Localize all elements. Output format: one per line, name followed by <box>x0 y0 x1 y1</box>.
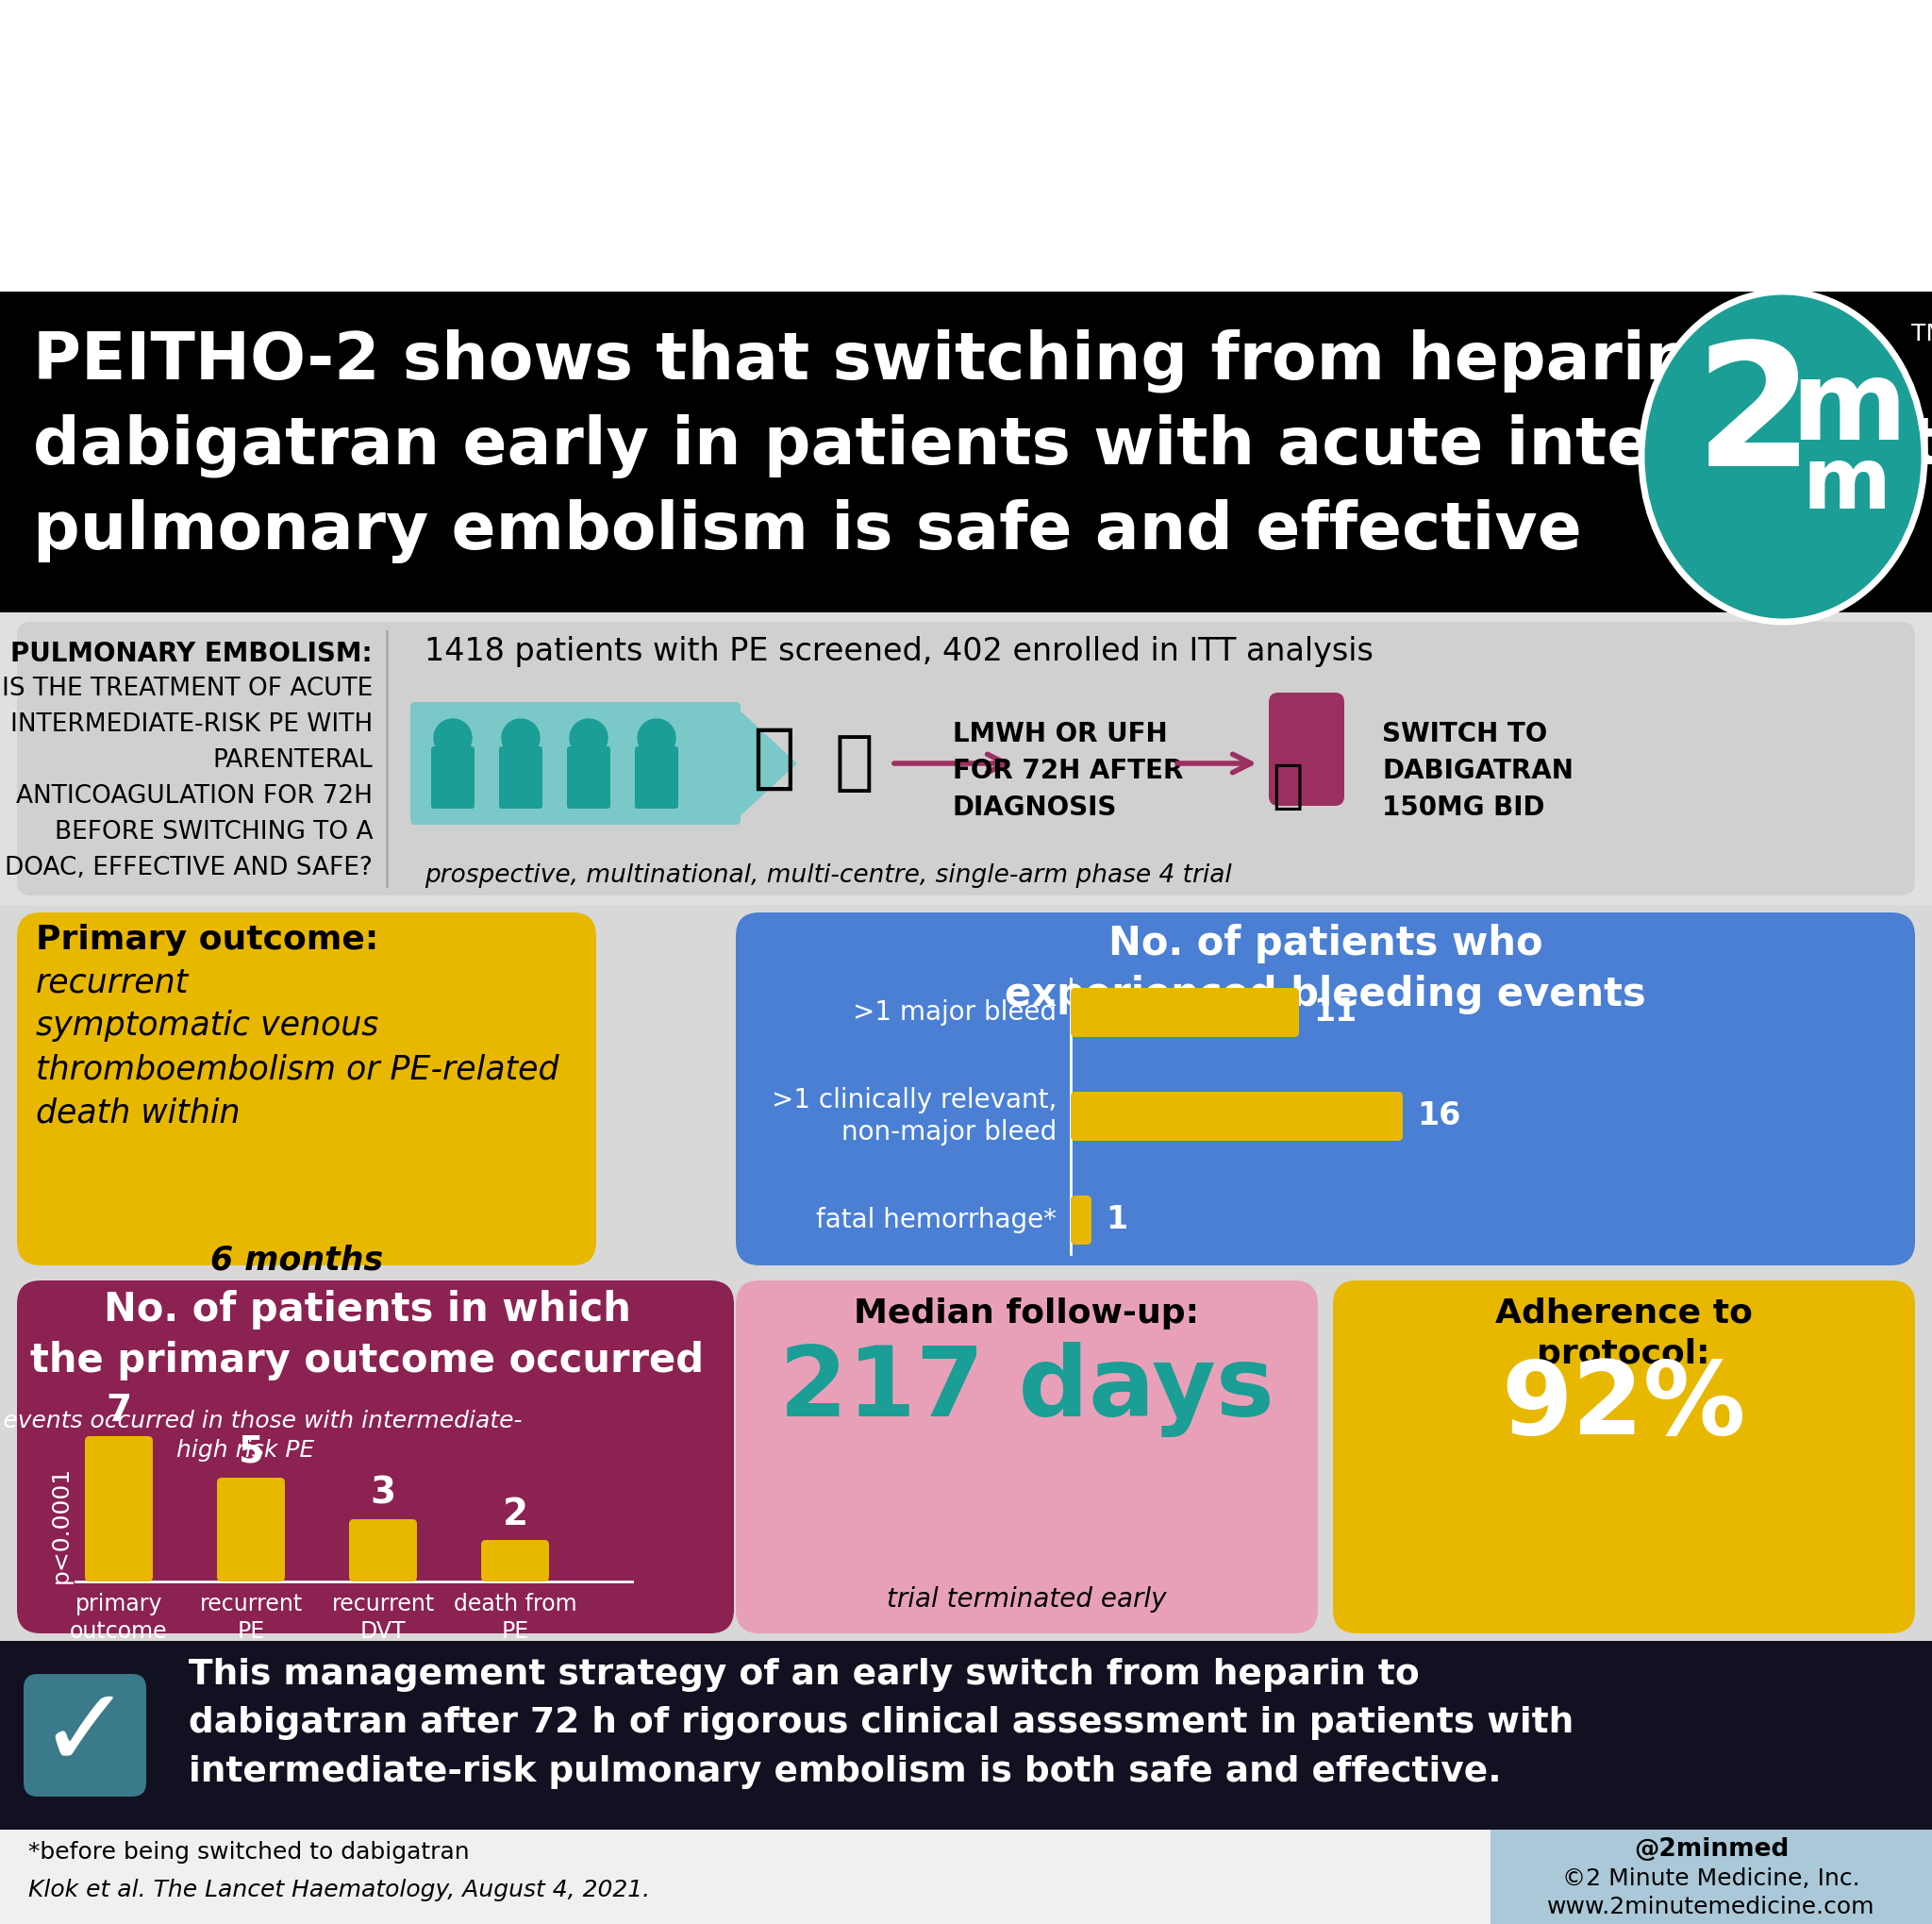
Text: 7: 7 <box>106 1393 131 1430</box>
FancyBboxPatch shape <box>1490 1830 1932 1924</box>
Text: pulmonary embolism is safe and effective: pulmonary embolism is safe and effective <box>33 498 1582 564</box>
Text: p<0.0001: p<0.0001 <box>50 1466 73 1583</box>
Text: recurrent
PE: recurrent PE <box>199 1593 303 1643</box>
Text: No. of patients in which
the primary outcome occurred: No. of patients in which the primary out… <box>31 1289 703 1380</box>
Text: Adherence to
protocol:: Adherence to protocol: <box>1495 1297 1752 1370</box>
Text: 💉: 💉 <box>835 731 873 795</box>
FancyBboxPatch shape <box>481 1539 549 1582</box>
Text: PEITHO-2 shows that switching from heparin to: PEITHO-2 shows that switching from hepar… <box>33 329 1791 392</box>
Text: 3: 3 <box>371 1476 396 1512</box>
Text: TM: TM <box>1913 323 1932 344</box>
Text: 💊: 💊 <box>1271 762 1304 812</box>
Text: prospective, multinational, multi-centre, single-arm phase 4 trial: prospective, multinational, multi-centre… <box>425 864 1233 889</box>
FancyArrowPatch shape <box>895 754 1007 773</box>
Text: LMWH OR UFH
FOR 72H AFTER
DIAGNOSIS: LMWH OR UFH FOR 72H AFTER DIAGNOSIS <box>952 722 1182 822</box>
Text: m: m <box>1803 444 1891 527</box>
FancyBboxPatch shape <box>566 747 611 808</box>
Text: 🏃: 🏃 <box>752 723 796 793</box>
Text: recurrent
symptomatic venous
thromboembolism or PE-related
death within: recurrent symptomatic venous thromboembo… <box>37 966 558 1129</box>
FancyBboxPatch shape <box>0 1830 1932 1924</box>
FancyBboxPatch shape <box>1070 1195 1092 1245</box>
FancyBboxPatch shape <box>0 612 1932 1641</box>
Text: m: m <box>1791 356 1907 464</box>
Text: 1418 patients with PE screened, 402 enrolled in ITT analysis: 1418 patients with PE screened, 402 enro… <box>425 637 1374 668</box>
FancyBboxPatch shape <box>0 0 1932 8</box>
FancyBboxPatch shape <box>1070 1091 1403 1141</box>
Text: Median follow-up:: Median follow-up: <box>854 1297 1200 1329</box>
FancyBboxPatch shape <box>17 621 1915 895</box>
Text: www.2minutemedicine.com: www.2minutemedicine.com <box>1548 1895 1876 1918</box>
FancyBboxPatch shape <box>431 747 475 808</box>
Circle shape <box>638 720 676 756</box>
Circle shape <box>435 720 471 756</box>
Text: 5: 5 <box>238 1433 263 1470</box>
FancyBboxPatch shape <box>1070 987 1298 1037</box>
Text: 2: 2 <box>1696 337 1814 502</box>
Text: This management strategy of an early switch from heparin to
dabigatran after 72 : This management strategy of an early swi… <box>189 1658 1575 1789</box>
Text: 1: 1 <box>1105 1204 1128 1235</box>
Text: 11: 11 <box>1314 997 1356 1027</box>
FancyBboxPatch shape <box>17 912 597 1266</box>
Text: ANTICOAGULATION FOR 72H: ANTICOAGULATION FOR 72H <box>15 785 373 808</box>
Text: 2: 2 <box>502 1497 527 1532</box>
Text: ©2 Minute Medicine, Inc.: ©2 Minute Medicine, Inc. <box>1563 1868 1861 1889</box>
Text: 217 days: 217 days <box>779 1341 1273 1437</box>
Text: 92%: 92% <box>1501 1356 1747 1456</box>
Text: Primary outcome:: Primary outcome: <box>37 924 390 956</box>
Text: all events occurred in those with intermediate-
high risk PE: all events occurred in those with interm… <box>0 1410 522 1462</box>
Polygon shape <box>736 706 798 820</box>
FancyBboxPatch shape <box>636 747 678 808</box>
FancyBboxPatch shape <box>736 912 1915 1266</box>
FancyBboxPatch shape <box>17 1281 734 1633</box>
FancyBboxPatch shape <box>736 1281 1318 1633</box>
Text: @2minmed: @2minmed <box>1634 1837 1789 1862</box>
Text: trial terminated early: trial terminated early <box>887 1585 1167 1612</box>
Text: recurrent
DVT: recurrent DVT <box>332 1593 435 1643</box>
Ellipse shape <box>1642 292 1924 621</box>
Text: >1 major bleed: >1 major bleed <box>852 999 1057 1025</box>
FancyBboxPatch shape <box>85 1435 153 1582</box>
Text: death from
PE: death from PE <box>454 1593 576 1643</box>
Text: PARENTERAL: PARENTERAL <box>213 748 373 773</box>
Text: Klok et al. The Lancet Haematology, August 4, 2021.: Klok et al. The Lancet Haematology, Augu… <box>29 1878 649 1901</box>
FancyBboxPatch shape <box>0 1641 1932 1830</box>
Text: 16: 16 <box>1416 1101 1461 1131</box>
Circle shape <box>502 720 539 756</box>
FancyBboxPatch shape <box>1333 1281 1915 1633</box>
Text: SWITCH TO
DABIGATRAN
150MG BID: SWITCH TO DABIGATRAN 150MG BID <box>1381 722 1573 822</box>
FancyBboxPatch shape <box>216 1478 284 1582</box>
Text: 6 months: 6 months <box>211 1245 383 1278</box>
Text: ✓: ✓ <box>39 1682 131 1789</box>
FancyBboxPatch shape <box>410 702 740 825</box>
FancyBboxPatch shape <box>0 612 1932 904</box>
Text: IS THE TREATMENT OF ACUTE: IS THE TREATMENT OF ACUTE <box>2 677 373 700</box>
Circle shape <box>570 720 607 756</box>
Text: DOAC, EFFECTIVE AND SAFE?: DOAC, EFFECTIVE AND SAFE? <box>6 856 373 881</box>
Text: *before being switched to dabigatran: *before being switched to dabigatran <box>29 1841 469 1864</box>
Text: dabigatran early in patients with acute intermediate-risk: dabigatran early in patients with acute … <box>33 414 1932 479</box>
Text: >1 clinically relevant,
non-major bleed: >1 clinically relevant, non-major bleed <box>771 1087 1057 1147</box>
FancyArrowPatch shape <box>1177 754 1250 773</box>
Text: fatal hemorrhage*: fatal hemorrhage* <box>815 1206 1057 1233</box>
Text: BEFORE SWITCHING TO A: BEFORE SWITCHING TO A <box>54 820 373 845</box>
Text: primary
outcome: primary outcome <box>70 1593 168 1643</box>
Text: No. of patients who
experienced bleeding events: No. of patients who experienced bleeding… <box>1005 924 1646 1014</box>
FancyBboxPatch shape <box>23 1674 147 1797</box>
FancyBboxPatch shape <box>0 292 1932 612</box>
FancyBboxPatch shape <box>498 747 543 808</box>
FancyBboxPatch shape <box>1269 693 1345 806</box>
Text: INTERMEDIATE-RISK PE WITH: INTERMEDIATE-RISK PE WITH <box>10 712 373 737</box>
Text: PULMONARY EMBOLISM:: PULMONARY EMBOLISM: <box>12 641 373 668</box>
FancyBboxPatch shape <box>350 1520 417 1582</box>
